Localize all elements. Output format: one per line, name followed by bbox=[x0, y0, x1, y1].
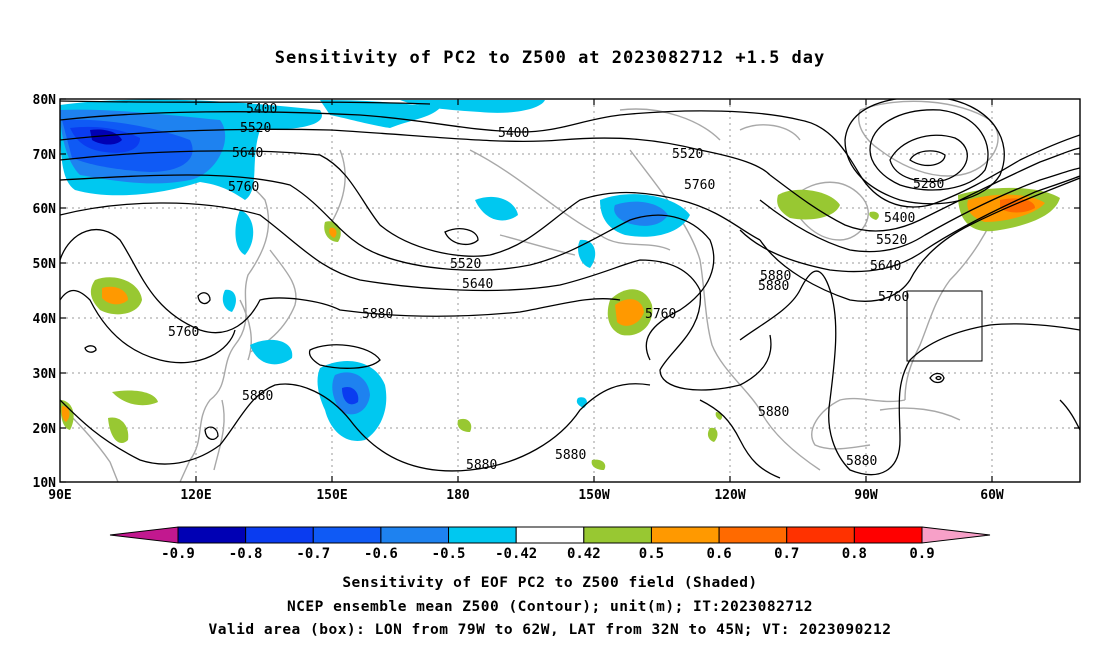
contour-label: 5880 bbox=[242, 389, 273, 404]
contour-label: 5640 bbox=[462, 277, 493, 292]
contour-label: 5520 bbox=[672, 147, 703, 162]
colorbar bbox=[109, 526, 991, 544]
colorbar-swatch bbox=[515, 526, 585, 544]
contour-label: 5760 bbox=[228, 180, 259, 195]
caption-line-2: NCEP ensemble mean Z500 (Contour); unit(… bbox=[286, 599, 814, 615]
contour-label: 5760 bbox=[684, 178, 715, 193]
colorbar-swatch bbox=[583, 526, 652, 544]
caption-line-1: Sensitivity of EOF PC2 to Z500 field (Sh… bbox=[342, 575, 758, 591]
contour-label: 5760 bbox=[168, 325, 199, 340]
contour-label: 5400 bbox=[884, 211, 915, 226]
colorbar-labels: -0.9 -0.8 -0.7 -0.6 -0.5 -0.42 0.42 0.5 0.6 0.7 0.… bbox=[161, 546, 935, 562]
contour-label: 5640 bbox=[232, 146, 263, 161]
axis-ticks bbox=[60, 98, 1080, 483]
colorbar-tick-label: 0.6 bbox=[706, 546, 731, 562]
colorbar-tick-label: 0.42 bbox=[567, 546, 601, 562]
lat-label: 70N bbox=[33, 148, 57, 163]
contour-label: 5760 bbox=[878, 290, 909, 305]
colorbar-tick-label: -0.9 bbox=[161, 546, 195, 562]
contour-label: 5880 bbox=[758, 279, 789, 294]
contour-label: 5880 bbox=[760, 269, 791, 284]
colorbar-swatch bbox=[718, 526, 788, 544]
contour-labels: 5400 5520 5640 5760 5400 5520 5760 5280 … bbox=[168, 102, 944, 473]
contour-label: 5880 bbox=[362, 307, 393, 322]
contour-label: 5880 bbox=[758, 405, 789, 420]
colorbar-min-arrow bbox=[109, 526, 179, 544]
sensitivity-shading bbox=[60, 99, 1060, 470]
lat-label: 60N bbox=[33, 202, 57, 217]
colorbar-tick-label: -0.6 bbox=[364, 546, 398, 562]
lat-label: 40N bbox=[33, 312, 57, 327]
contour-label: 5880 bbox=[466, 458, 497, 473]
contour-label: 5520 bbox=[450, 257, 481, 272]
map-title: Sensitivity of PC2 to Z500 at 2023082712… bbox=[274, 48, 826, 68]
lon-label: 150W bbox=[578, 488, 609, 503]
contour-label: 5400 bbox=[246, 102, 277, 117]
lat-label: 80N bbox=[33, 93, 57, 108]
contour-label: 5400 bbox=[498, 126, 529, 141]
colorbar-tick-label: 0.8 bbox=[842, 546, 867, 562]
valid-area-box bbox=[906, 290, 983, 362]
lat-label: 10N bbox=[33, 476, 57, 491]
lat-label: 30N bbox=[33, 367, 57, 382]
colorbar-swatch bbox=[177, 526, 247, 544]
colorbar-tick-label: -0.8 bbox=[229, 546, 263, 562]
lon-label: 120W bbox=[714, 488, 745, 503]
colorbar-swatch bbox=[245, 526, 314, 544]
colorbar-tick-label: 0.5 bbox=[639, 546, 664, 562]
z500-contours bbox=[60, 99, 1080, 479]
colorbar-swatch bbox=[786, 526, 855, 544]
colorbar-swatch bbox=[448, 526, 517, 544]
contour-label: 5520 bbox=[240, 121, 271, 136]
latitude-labels: 80N 70N 60N 50N 40N 30N 20N 10N bbox=[33, 93, 57, 491]
contour-label: 5640 bbox=[870, 259, 901, 274]
colorbar-tick-label: -0.5 bbox=[432, 546, 466, 562]
map-frame bbox=[59, 98, 1081, 483]
caption-line-3: Valid area (box): LON from 79W to 62W, L… bbox=[208, 622, 892, 638]
lon-label: 120E bbox=[180, 488, 211, 503]
colorbar-tick-label: -0.7 bbox=[296, 546, 330, 562]
contour-label: 5880 bbox=[846, 454, 877, 469]
lat-label: 50N bbox=[33, 257, 57, 272]
contour-label: 5760 bbox=[645, 307, 676, 322]
longitude-labels: 90E 120E 150E 180 150W 120W 90W 60W bbox=[48, 488, 1004, 503]
lat-label: 20N bbox=[33, 422, 57, 437]
colorbar-tick-label: 0.7 bbox=[774, 546, 799, 562]
lon-label: 60W bbox=[980, 488, 1004, 503]
colorbar-max-arrow bbox=[921, 526, 991, 544]
colorbar-tick-label: -0.42 bbox=[495, 546, 537, 562]
contour-label: 5880 bbox=[555, 448, 586, 463]
colorbar-swatch bbox=[650, 526, 720, 544]
lon-label: 150E bbox=[316, 488, 347, 503]
colorbar-swatch bbox=[853, 526, 923, 544]
contour-label: 5520 bbox=[876, 233, 907, 248]
contour-label: 5280 bbox=[913, 177, 944, 192]
colorbar-swatch bbox=[380, 526, 450, 544]
lon-label: 90W bbox=[854, 488, 878, 503]
lon-label: 180 bbox=[446, 488, 470, 503]
colorbar-tick-label: 0.9 bbox=[909, 546, 934, 562]
lon-label: 90E bbox=[48, 488, 71, 503]
colorbar-swatch bbox=[312, 526, 382, 544]
